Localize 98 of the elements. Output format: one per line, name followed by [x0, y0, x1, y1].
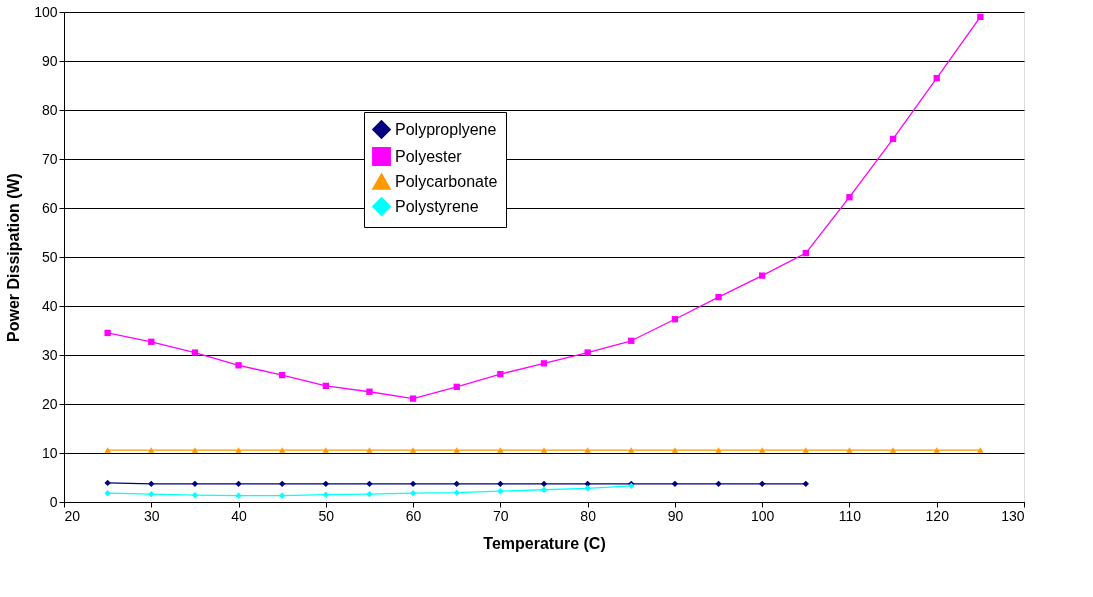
x-tick-label: 40	[231, 507, 248, 524]
point	[497, 370, 504, 378]
point	[148, 338, 155, 345]
point	[453, 480, 460, 488]
point	[104, 479, 111, 487]
point	[889, 447, 897, 453]
x-tick-label: 120	[925, 507, 950, 524]
point	[409, 395, 417, 402]
x-axis-title: Temperature (C)	[483, 534, 606, 552]
point	[628, 337, 635, 344]
point	[802, 447, 809, 453]
point	[889, 135, 897, 143]
point	[322, 447, 329, 453]
point	[584, 485, 591, 492]
point	[409, 447, 417, 453]
point	[322, 491, 329, 498]
point	[453, 383, 460, 391]
point	[279, 447, 286, 453]
point	[279, 492, 286, 499]
point	[235, 492, 242, 499]
x-tick-label: 60	[405, 507, 422, 524]
point	[279, 480, 286, 488]
point	[453, 447, 460, 453]
point	[540, 480, 548, 488]
y-tick-label: 20	[41, 395, 58, 412]
point	[104, 490, 111, 497]
x-tick-label: 100	[751, 507, 775, 524]
x-tick-label: 130	[1001, 507, 1025, 524]
point	[191, 349, 199, 356]
point	[540, 447, 548, 453]
legend-label: Polycarbonate	[395, 172, 498, 190]
point	[933, 447, 940, 453]
y-tick-label: 50	[41, 248, 58, 265]
point	[497, 488, 504, 495]
y-tick-label: 70	[41, 150, 58, 167]
point	[846, 447, 853, 453]
point	[104, 447, 111, 453]
point	[802, 480, 809, 488]
x-tick-label: 110	[838, 507, 862, 524]
point	[540, 486, 548, 493]
point	[540, 360, 548, 367]
point	[235, 480, 242, 488]
legend-label: Polyproplyene	[395, 120, 497, 138]
point	[671, 480, 679, 488]
x-tick-label: 80	[580, 507, 597, 524]
legend-label: Polyester	[395, 147, 463, 165]
y-tick-label: 90	[41, 52, 58, 69]
y-tick-label: 10	[41, 444, 58, 461]
y-axis-title: Power Dissipation (W)	[5, 173, 23, 342]
y-tick-label: 100	[34, 3, 58, 20]
point	[671, 447, 679, 453]
point	[497, 447, 504, 453]
point	[715, 294, 722, 301]
point	[846, 194, 853, 201]
point	[759, 272, 766, 279]
point	[453, 489, 460, 496]
point	[584, 447, 591, 453]
y-tick-label: 80	[41, 101, 58, 118]
x-tick-label: 30	[143, 507, 160, 524]
legend-label: Polystyrene	[395, 197, 479, 215]
point	[366, 388, 373, 395]
point	[104, 329, 111, 337]
point	[235, 447, 242, 453]
y-tick-label: 30	[41, 346, 58, 363]
point	[366, 491, 373, 498]
y-tick-label: 60	[41, 199, 58, 216]
point	[977, 447, 984, 453]
point	[715, 480, 722, 488]
x-tick-label: 90	[667, 507, 684, 524]
point	[409, 490, 417, 497]
point	[148, 491, 155, 498]
point	[366, 447, 373, 453]
point	[322, 382, 329, 390]
point	[409, 480, 417, 488]
point	[497, 480, 504, 488]
point	[366, 480, 373, 488]
point	[628, 447, 635, 453]
point	[802, 249, 809, 257]
point	[584, 349, 591, 356]
x-tick-label: 70	[493, 507, 509, 524]
point	[322, 480, 329, 488]
y-tick-label: 40	[41, 297, 58, 314]
point	[977, 13, 984, 21]
point	[759, 480, 766, 488]
y-tick-label: 0	[49, 493, 58, 510]
point	[148, 480, 155, 488]
point	[279, 371, 286, 379]
point	[191, 491, 199, 499]
x-tick-label: 20	[64, 507, 81, 524]
point	[148, 447, 155, 453]
point	[235, 362, 242, 369]
point	[191, 447, 199, 453]
point	[715, 447, 722, 453]
point	[671, 316, 679, 323]
point	[933, 74, 940, 82]
point	[759, 447, 766, 453]
point	[191, 480, 199, 488]
x-tick-label: 50	[318, 507, 335, 524]
